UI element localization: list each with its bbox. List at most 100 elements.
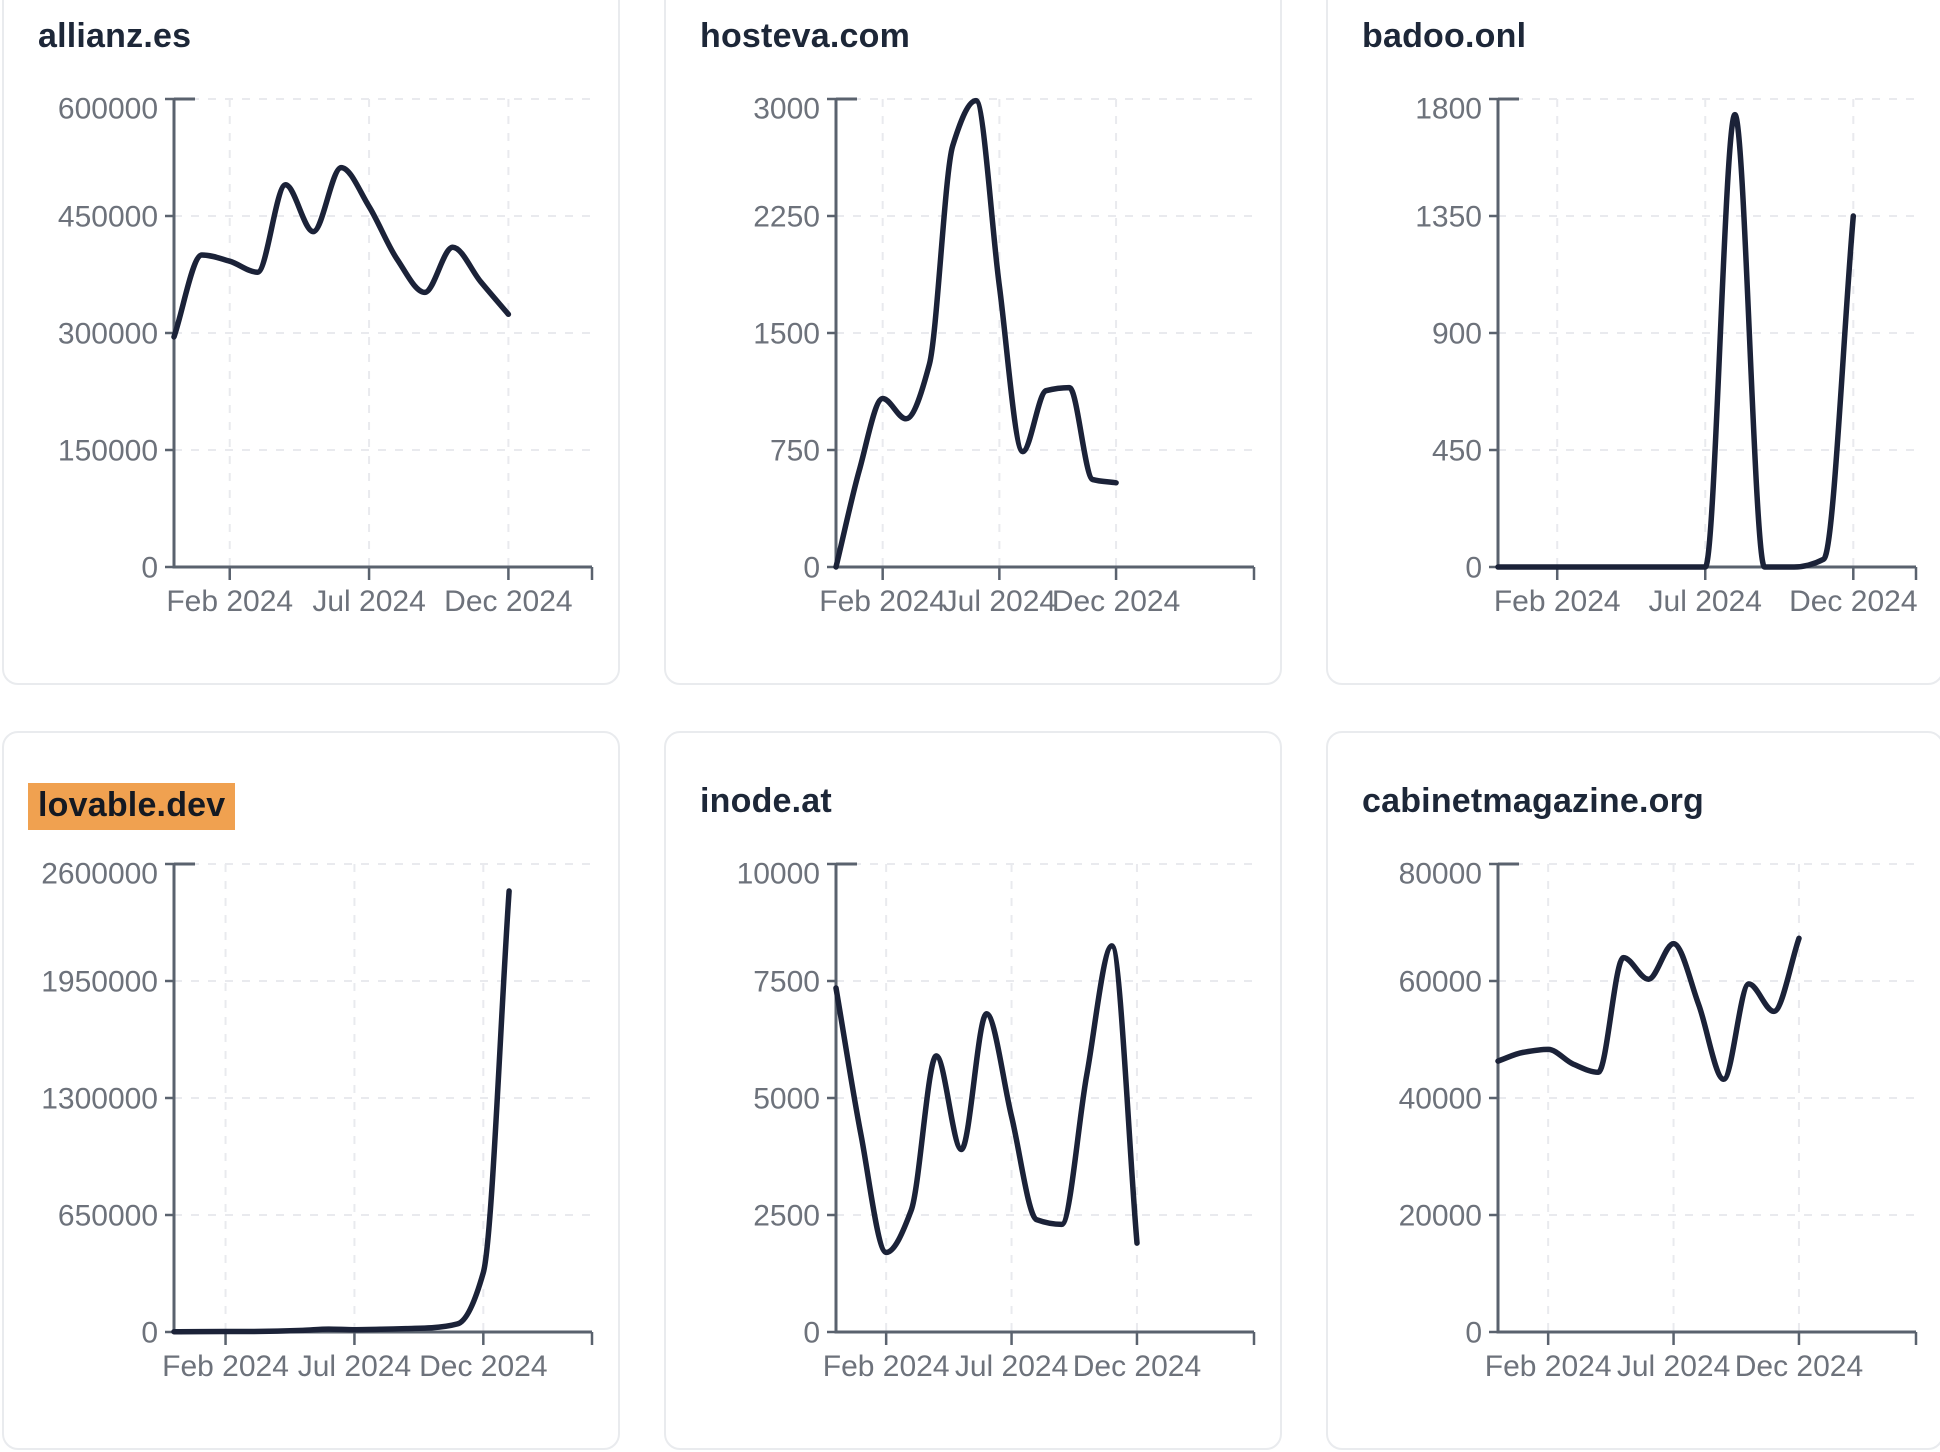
- chart-title-text: badoo.onl: [1362, 17, 1527, 55]
- chart-title-highlight: lovable.dev: [28, 783, 236, 831]
- x-tick-label: Feb 2024: [1494, 585, 1621, 618]
- x-tick-label: Dec 2024: [1735, 1350, 1863, 1383]
- y-tick-label: 80000: [1399, 858, 1482, 891]
- x-tick-label: Dec 2024: [444, 585, 572, 618]
- y-tick-label: 60000: [1399, 966, 1482, 999]
- x-tick-label: Dec 2024: [419, 1350, 547, 1383]
- x-tick-label: Jul 2024: [312, 585, 425, 618]
- x-tick-label: Jul 2024: [298, 1350, 411, 1383]
- x-tick-label: Feb 2024: [162, 1350, 289, 1383]
- domain-chart-card[interactable]: lovable.dev 0 650000 1300000 1950000 2600000…: [2, 731, 620, 1450]
- x-tick-label: Feb 2024: [1485, 1350, 1612, 1383]
- x-tick-label: Dec 2024: [1073, 1350, 1201, 1383]
- y-tick-label: 0: [803, 552, 820, 585]
- chart-title: lovable.dev: [28, 783, 236, 831]
- domain-traffic-chart: 0 20000 40000 60000 80000 Feb 2024 Jul 2024 Dec…: [1399, 858, 1918, 1383]
- domain-chart-card[interactable]: allianz.es 0 150000 300000 450000 600000 Feb …: [2, 0, 620, 685]
- gridlines: [836, 98, 1254, 567]
- y-axis-labels: 0 650000 1300000 1950000 2600000: [41, 858, 158, 1350]
- gridlines: [836, 863, 1254, 1332]
- chart-title-text: allianz.es: [38, 17, 192, 55]
- y-tick-label: 1350: [1415, 201, 1482, 234]
- y-axis-labels: 0 20000 40000 60000 80000: [1399, 858, 1482, 1350]
- y-tick-label: 450: [1432, 435, 1482, 468]
- axes: [165, 862, 594, 1345]
- axes: [1489, 862, 1918, 1345]
- domain-chart-card[interactable]: cabinetmagazine.org 0 20000 40000 60000 8000…: [1326, 731, 1940, 1450]
- y-tick-label: 1500: [753, 318, 820, 351]
- y-tick-label: 750: [770, 435, 820, 468]
- domain-chart-card[interactable]: badoo.onl 0 450 900 1350 1800 Feb 2024 Jul 202…: [1326, 0, 1940, 685]
- y-axis-labels: 0 150000 300000 450000 600000: [58, 93, 158, 585]
- y-tick-label: 3000: [753, 93, 820, 126]
- y-tick-label: 2500: [753, 1200, 820, 1233]
- y-tick-label: 900: [1432, 318, 1482, 351]
- y-axis-labels: 0 2500 5000 7500 10000: [737, 858, 820, 1350]
- x-tick-label: Jul 2024: [943, 585, 1056, 618]
- chart-title-text: hosteva.com: [700, 17, 911, 55]
- y-tick-label: 150000: [58, 435, 158, 468]
- y-axis-labels: 0 450 900 1350 1800: [1415, 93, 1482, 585]
- y-tick-label: 0: [1465, 552, 1482, 585]
- x-axis-labels: Feb 2024 Jul 2024 Dec 2024: [1494, 585, 1918, 618]
- y-tick-label: 1300000: [41, 1083, 158, 1116]
- axes: [827, 97, 1256, 580]
- series-line: [833, 943, 1140, 1256]
- chart-title: badoo.onl: [1362, 17, 1527, 55]
- domain-chart-card[interactable]: inode.at 0 2500 5000 7500 10000 Feb 2024 Jul 2…: [664, 731, 1282, 1450]
- y-tick-label: 0: [803, 1317, 820, 1350]
- domain-traffic-chart: 0 2500 5000 7500 10000 Feb 2024 Jul 2024 Dec 20…: [737, 858, 1256, 1383]
- y-tick-label: 0: [1465, 1317, 1482, 1350]
- gridlines: [174, 863, 592, 1332]
- axes: [1489, 97, 1918, 580]
- y-tick-label: 20000: [1399, 1200, 1482, 1233]
- y-tick-label: 300000: [58, 318, 158, 351]
- chart-title-text: cabinetmagazine.org: [1362, 782, 1704, 820]
- chart-title: hosteva.com: [700, 17, 911, 55]
- x-tick-label: Feb 2024: [819, 585, 946, 618]
- y-tick-label: 10000: [737, 858, 820, 891]
- gridlines: [1498, 98, 1916, 567]
- y-tick-label: 0: [141, 1317, 158, 1350]
- y-tick-label: 1950000: [41, 966, 158, 999]
- y-tick-label: 7500: [753, 966, 820, 999]
- axes: [827, 862, 1256, 1345]
- x-tick-label: Jul 2024: [955, 1350, 1068, 1383]
- x-tick-label: Feb 2024: [823, 1350, 950, 1383]
- domain-traffic-chart: 0 650000 1300000 1950000 2600000 Feb 2024 Jul …: [41, 858, 594, 1383]
- series-line: [171, 164, 512, 340]
- gridlines: [174, 98, 592, 567]
- x-tick-label: Dec 2024: [1052, 585, 1180, 618]
- gridlines: [1498, 863, 1916, 1332]
- chart-title: allianz.es: [38, 17, 192, 55]
- y-tick-label: 650000: [58, 1200, 158, 1233]
- y-axis-labels: 0 750 1500 2250 3000: [753, 93, 820, 585]
- y-tick-label: 450000: [58, 201, 158, 234]
- y-tick-label: 1800: [1415, 93, 1482, 126]
- y-tick-label: 40000: [1399, 1083, 1482, 1116]
- x-tick-label: Jul 2024: [1649, 585, 1762, 618]
- domain-traffic-chart: 0 450 900 1350 1800 Feb 2024 Jul 2024 Dec 2024: [1415, 93, 1918, 619]
- series-line: [171, 888, 512, 1335]
- domain-traffic-chart: 0 150000 300000 450000 600000 Feb 2024 Jul 202…: [58, 93, 594, 618]
- axes: [165, 97, 594, 580]
- y-tick-label: 600000: [58, 93, 158, 126]
- series-line: [833, 97, 1119, 570]
- chart-title: cabinetmagazine.org: [1362, 782, 1704, 820]
- chart-title: inode.at: [700, 782, 832, 820]
- y-tick-label: 0: [141, 552, 158, 585]
- y-tick-label: 2250: [753, 201, 820, 234]
- y-tick-label: 2600000: [41, 858, 158, 891]
- series-line: [1495, 935, 1802, 1083]
- series-line: [1495, 111, 1857, 570]
- domain-chart-card[interactable]: hosteva.com 0 750 1500 2250 3000 Feb 2024 Jul …: [664, 0, 1282, 685]
- y-tick-label: 5000: [753, 1083, 820, 1116]
- x-tick-label: Dec 2024: [1789, 585, 1917, 618]
